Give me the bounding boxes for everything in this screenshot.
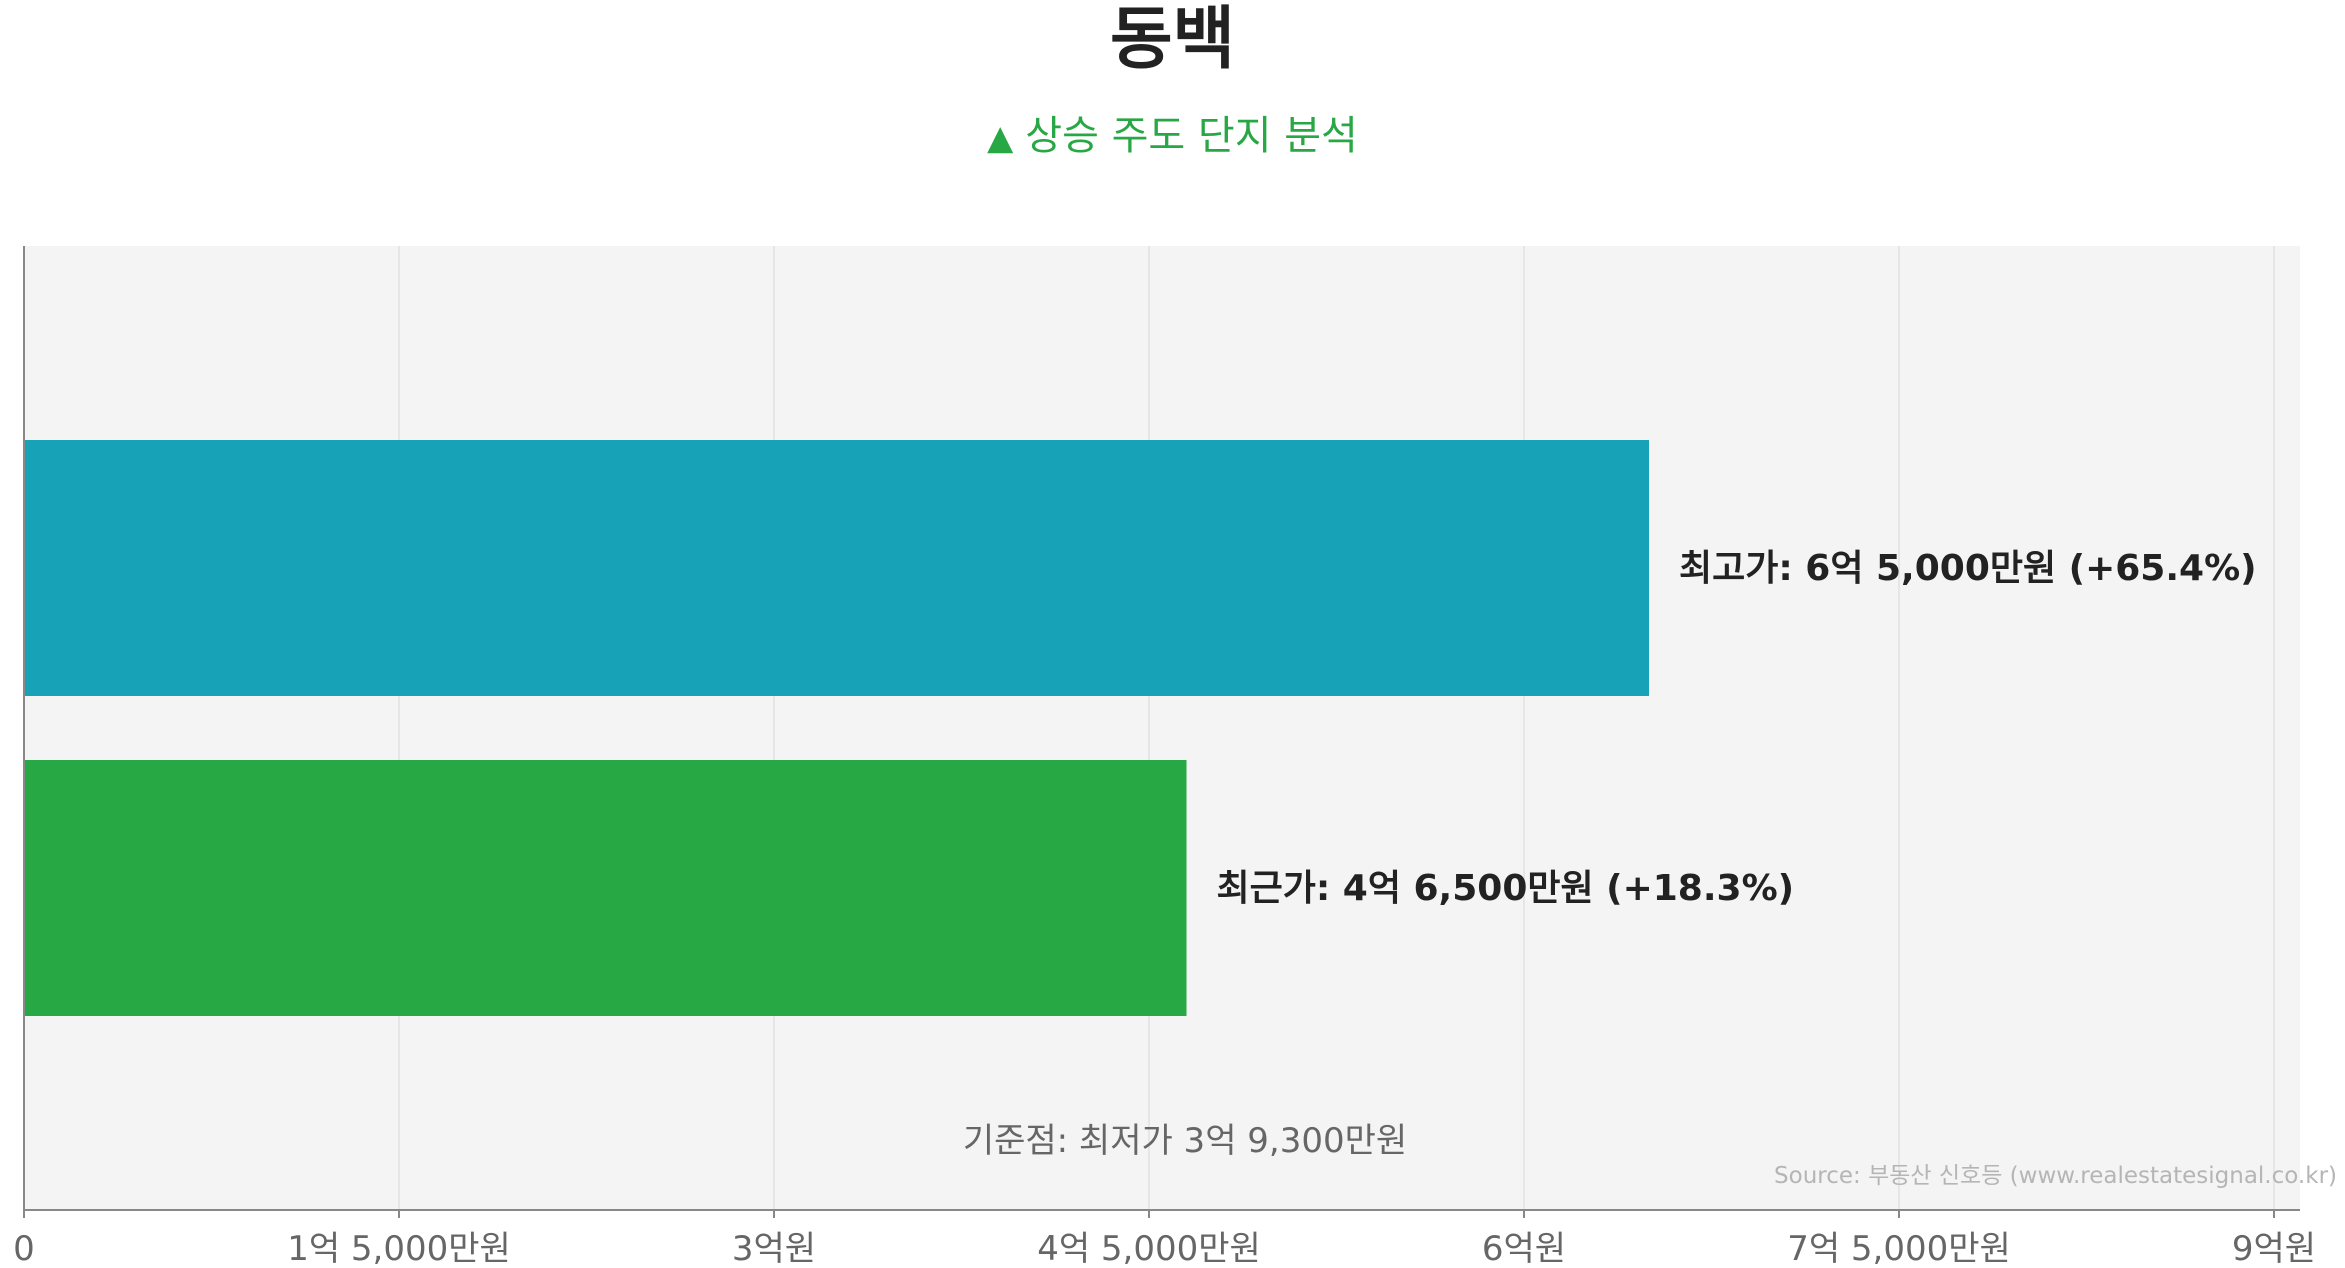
source-credit: Source: 부동산 신호등 (www.realestatesignal.co… [1774,1163,2337,1189]
grid-lines [398,246,2275,1210]
x-tick-label: 6억원 [1482,1229,1566,1268]
up-triangle-icon: ▲ [987,118,1014,158]
bar-peak-price [24,440,1649,696]
x-tick-label: 4억 5,000만원 [1037,1229,1261,1268]
x-tick-label: 3억원 [732,1229,816,1268]
x-tick-label: 0 [13,1229,35,1268]
chart-title: 동백 [1109,0,1236,79]
x-axis-ticks: 0 1억 5,000만원 3억원 4억 5,000만원 6억원 7억 5,000만원 9억원 [13,1210,2316,1268]
x-tick-label: 9억원 [2232,1229,2316,1268]
baseline-label: 기준점: 최저가 3억 9,300만원 [963,1121,1407,1161]
bars [24,440,1649,1016]
chart-subtitle: ▲ 상승 주도 단지 분석 [0,108,2345,166]
bar-recent-price [24,760,1187,1016]
bar-value-label: 최근가: 4억 6,500만원 (+18.3%) [1217,868,1795,909]
bar-labels: 최고가: 6억 5,000만원 (+65.4%) 최근가: 4억 6,500만원 … [1217,548,2257,909]
x-tick-label: 1억 5,000만원 [287,1229,511,1268]
x-tick-label: 7억 5,000만원 [1787,1229,2011,1268]
plot-background [24,246,2300,1210]
chart-subtitle-text: 상승 주도 단지 분석 [1025,113,1358,159]
bar-value-label: 최고가: 6억 5,000만원 (+65.4%) [1679,548,2257,589]
